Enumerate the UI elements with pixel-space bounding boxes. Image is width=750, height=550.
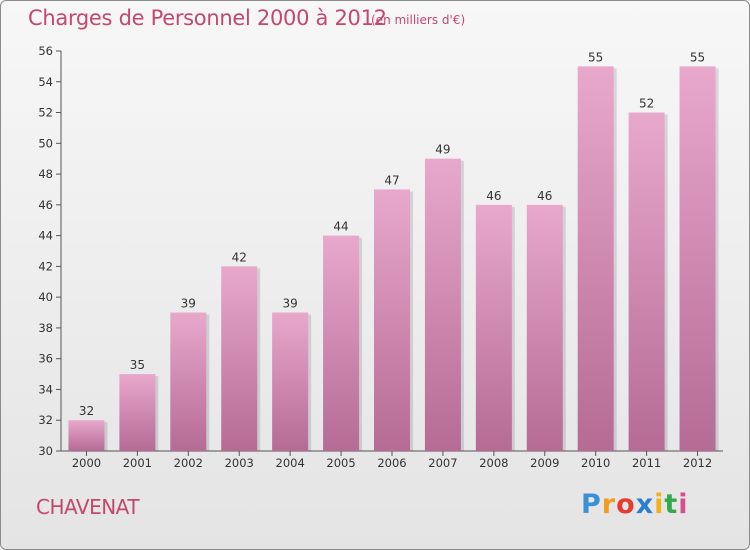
commune-name: CHAVENAT [36, 495, 140, 519]
bar-2009 [526, 204, 563, 451]
y-tick-label: 52 [38, 106, 53, 120]
bar-2005 [323, 235, 360, 451]
y-tick-label: 56 [38, 44, 53, 58]
bar-2012 [679, 66, 716, 451]
data-label-2012: 55 [690, 50, 705, 64]
y-tick-label: 44 [38, 229, 53, 243]
bar-2008 [475, 204, 512, 451]
x-tick-label-2002: 2002 [174, 456, 203, 470]
bar-2000 [68, 420, 105, 451]
y-tick-label: 48 [38, 167, 53, 181]
x-tick-label-2008: 2008 [479, 456, 508, 470]
axes: 30 32 34 36 38 40 42 44 46 48 50 52 54 56 [38, 44, 723, 458]
y-tick-label: 40 [38, 290, 53, 304]
x-tick-label-2009: 2009 [530, 456, 559, 470]
x-tick-label-2004: 2004 [276, 456, 305, 470]
data-label-2010: 55 [588, 50, 603, 64]
data-label-2001: 35 [130, 358, 145, 372]
y-tick-label: 42 [38, 259, 53, 273]
data-label-2004: 39 [283, 297, 298, 311]
logo-letter: t [664, 489, 679, 520]
x-tick-label-2000: 2000 [72, 456, 101, 470]
y-tick-label: 30 [38, 444, 53, 458]
x-tick-label-2006: 2006 [377, 456, 406, 470]
bar-2003 [221, 266, 258, 451]
logo-letter: o [616, 489, 636, 520]
proxiti-logo: Proxiti [581, 489, 689, 520]
bar-2002 [170, 312, 207, 451]
logo-letter: P [581, 489, 602, 520]
x-tick-label-2007: 2007 [428, 456, 457, 470]
data-label-2007: 49 [435, 143, 450, 157]
chart-subtitle: (en milliers d'€) [371, 13, 466, 27]
data-label-2002: 39 [181, 297, 196, 311]
y-tick-label: 54 [38, 75, 53, 89]
data-label-2009: 46 [537, 189, 552, 203]
x-tick-label-2005: 2005 [326, 456, 355, 470]
data-label-2011: 52 [639, 97, 654, 111]
data-label-2008: 46 [486, 189, 501, 203]
data-label-2006: 47 [384, 173, 399, 187]
y-tick-label: 46 [38, 198, 53, 212]
x-tick-label-2003: 2003 [225, 456, 254, 470]
data-label-2005: 44 [333, 220, 348, 234]
bar-2001 [119, 374, 156, 451]
bar-2007 [424, 158, 461, 451]
bar-2010 [577, 66, 614, 451]
labels: 2000 32 2001 35 2002 39 2003 42 2004 39 2005 44 2006… [72, 50, 712, 470]
chart-title: Charges de Personnel 2000 à 2012 [28, 6, 387, 30]
y-tick-label: 34 [38, 382, 53, 396]
logo-letter: i [678, 489, 689, 520]
logo-letter: r [601, 489, 617, 520]
data-label-2003: 42 [232, 250, 247, 264]
x-tick-label-2011: 2011 [632, 456, 661, 470]
y-tick-label: 36 [38, 352, 53, 366]
bar-2006 [374, 189, 410, 451]
x-tick-label-2012: 2012 [683, 456, 712, 470]
logo-letter: i [654, 489, 665, 520]
bar-2004 [272, 312, 309, 451]
y-tick-label: 32 [38, 413, 53, 427]
x-tick-label-2001: 2001 [123, 456, 152, 470]
x-tick-label-2010: 2010 [581, 456, 610, 470]
logo-letter: x [635, 489, 655, 520]
y-tick-label: 50 [38, 136, 53, 150]
data-label-2000: 32 [79, 404, 94, 418]
bars [68, 66, 719, 452]
bar-2011 [628, 112, 665, 452]
y-tick-label: 38 [38, 321, 53, 335]
